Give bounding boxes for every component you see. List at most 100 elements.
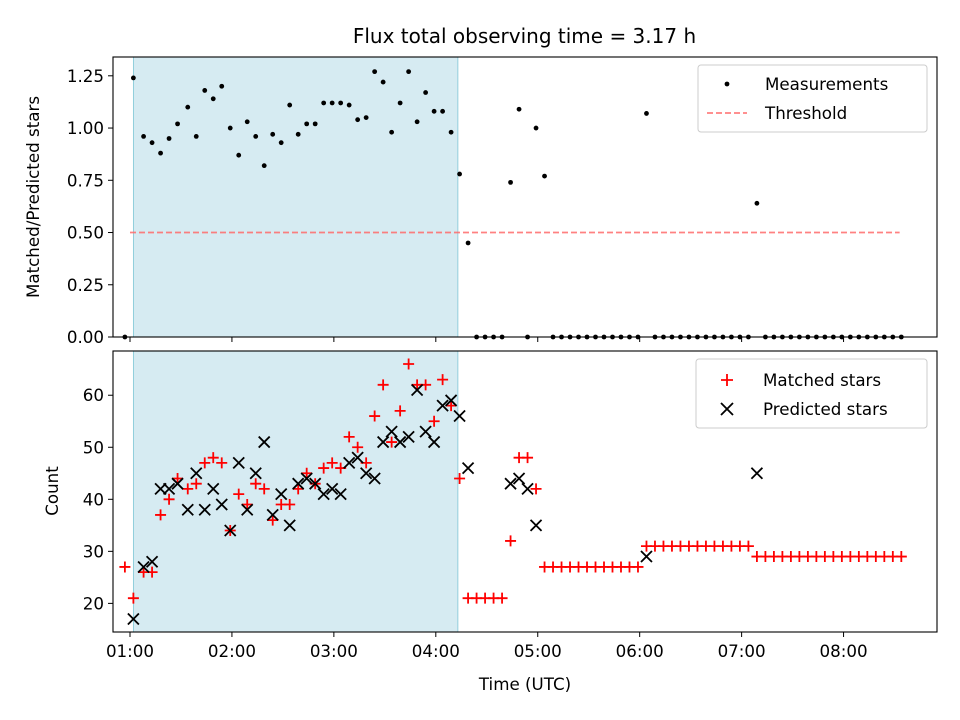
matched-star-point [233,488,245,500]
observing-interval-shade-bottom [132,350,459,633]
matched-stars-series [119,358,907,604]
predicted-star-point [241,503,254,516]
x-tick-label: 04:00 [412,641,460,661]
measurement-point [338,100,344,106]
y-tick-label: 0.25 [67,275,104,295]
measurement-point [149,140,155,146]
matched-star-point [301,467,313,479]
measurement-point [185,104,191,110]
predicted-star-point [300,472,313,485]
measurement-point [423,90,429,95]
matched-star-point [394,405,406,417]
predicted-stars-series [127,383,764,626]
top-legend: Measurements Threshold [697,64,928,133]
matched-star-point [530,483,542,495]
predicted-star-point [190,467,203,480]
x-tick-label: 01:00 [106,641,154,661]
bottom-panel: 20 30 40 50 60 01:00 02:00 03:00 04:00 05:00 06:0… [42,350,938,694]
matched-star-point [292,483,304,495]
predicted-star-point [326,482,339,496]
matched-star-point [216,457,228,469]
predicted-star-point [181,503,194,516]
measurement-point [397,100,403,106]
predicted-star-point [360,467,373,480]
matched-star-point [284,499,296,511]
measurement-point [158,150,163,156]
measurement-point [202,88,208,93]
measurement-point [448,129,454,135]
measurement-point [533,125,539,131]
matched-star-point [454,472,466,484]
matched-star-point [241,499,253,511]
measurement-point [406,69,412,75]
measurement-point [236,152,242,158]
measurement-point [227,125,233,131]
predicted-star-point [419,425,432,438]
measurement-point [457,171,462,177]
measurement-point [516,106,522,112]
matched-star-point [127,592,139,604]
predicted-star-point [207,482,220,496]
measurement-point [440,108,445,114]
matched-star-point [377,379,389,391]
legend-predicted-marker [720,402,734,416]
matched-star-point [326,457,338,469]
matched-star-point [119,561,131,573]
matched-star-point [496,592,508,604]
measurement-point [130,75,136,81]
predicted-star-point [198,503,211,516]
matched-star-point [522,452,534,464]
shaded-interval [132,350,459,633]
measurement-point [304,121,310,127]
matched-star-point [742,540,754,552]
predicted-star-point [393,435,407,449]
measurement-point [278,140,284,146]
matched-star-point [163,493,175,505]
measurement-point [244,119,250,125]
legend-matched-label: Matched stars [763,370,881,390]
predicted-star-point [444,394,458,407]
measurement-point [175,121,180,127]
bottom-y-axis-ticks: 20 30 40 50 60 [83,385,113,613]
measurement-point [219,83,225,89]
predicted-star-point [334,487,347,501]
y-tick-label: 1.25 [67,66,104,86]
matched-star-point [505,535,517,547]
measurement-point [508,179,513,185]
predicted-star-point [171,477,184,490]
predicted-star-point [529,519,543,532]
y-tick-label: 0.00 [67,327,104,347]
matched-star-point [369,410,381,422]
matched-star-point [352,441,364,453]
measurement-point [210,96,216,102]
measurement-point [253,134,259,139]
matched-star-point [403,358,415,370]
bottom-x-axis-ticks: 01:00 02:00 03:00 04:00 05:00 06:00 07:00 08:00 [106,632,868,661]
predicted-star-point [292,477,305,490]
y-tick-label: 30 [83,541,104,561]
matched-star-point [267,514,279,526]
top-x-axis-ticks [129,337,845,342]
measurement-point [287,102,293,108]
matched-star-point [386,436,398,448]
legend-threshold-label: Threshold [764,103,847,123]
measurement-point [261,163,267,169]
x-tick-label: 05:00 [514,641,562,661]
matched-star-point [445,400,457,412]
measurement-point [141,134,146,139]
matched-star-point [428,415,440,427]
matched-star-point [250,478,262,490]
x-tick-label: 03:00 [310,641,358,661]
top-plot-frame [112,56,938,338]
shaded-interval [132,56,459,338]
legend-measurements-marker [724,81,730,87]
predicted-star-point [453,409,466,423]
legend-predicted-label: Predicted stars [763,399,888,419]
matched-star-point [437,374,449,386]
predicted-star-point [343,456,356,470]
matched-star-point [343,431,355,443]
observing-interval-shade [132,56,459,338]
measurement-point [321,100,327,106]
predicted-star-point [750,467,764,480]
